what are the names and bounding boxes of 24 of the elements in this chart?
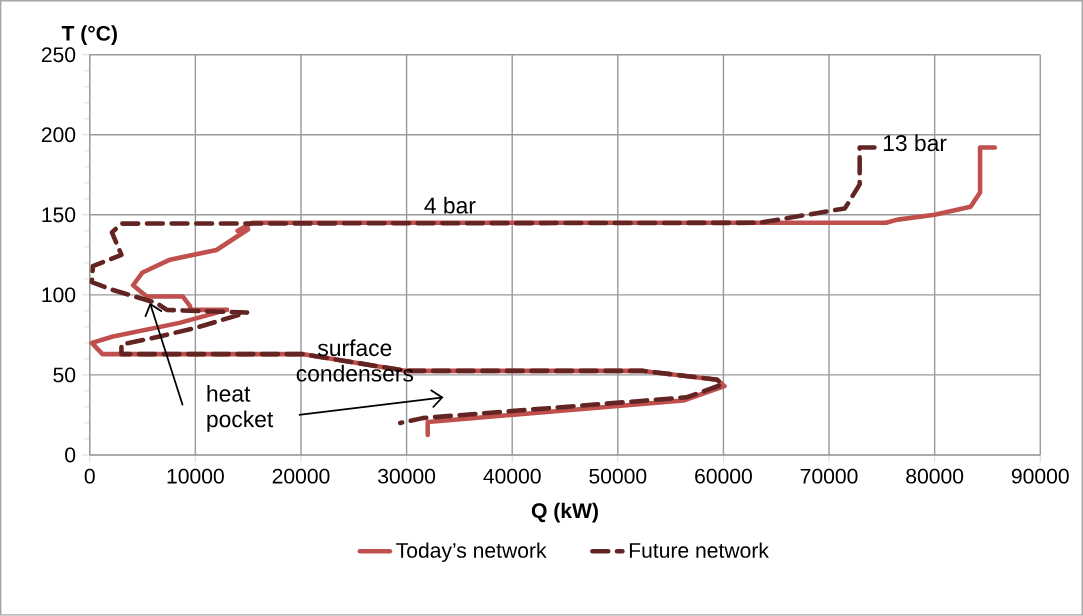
- annotation: surface condensers: [296, 339, 414, 382]
- x-axis-title: Q (kW): [531, 502, 598, 523]
- x-tick-label: 80000: [906, 468, 964, 484]
- y-tick-label: 50: [53, 367, 76, 383]
- x-tick-label: 20000: [272, 468, 330, 484]
- y-axis-title: T (°C): [61, 25, 117, 46]
- x-tick-label: 60000: [695, 468, 752, 484]
- annotation: 13 bar: [883, 134, 947, 152]
- x-tick-label: 70000: [800, 468, 858, 484]
- y-tick-label: 250: [41, 47, 76, 63]
- annotation: 4 bar: [424, 196, 476, 214]
- y-tick-label: 0: [65, 447, 76, 463]
- legend-label: Future network: [629, 542, 769, 558]
- x-tick-label: 30000: [378, 468, 436, 484]
- y-tick-label: 150: [42, 207, 76, 223]
- y-tick-label: 200: [41, 127, 76, 143]
- y-tick-label: 100: [42, 287, 76, 303]
- legend-label: Today’s network: [396, 542, 547, 563]
- x-tick-label: 0: [84, 468, 95, 484]
- x-tick-label: 10000: [167, 468, 224, 484]
- x-tick-label: 50000: [589, 468, 647, 484]
- annotation: heat pocket: [207, 385, 274, 432]
- x-tick-label: 40000: [483, 468, 541, 484]
- x-tick-label: 90000: [1011, 468, 1069, 484]
